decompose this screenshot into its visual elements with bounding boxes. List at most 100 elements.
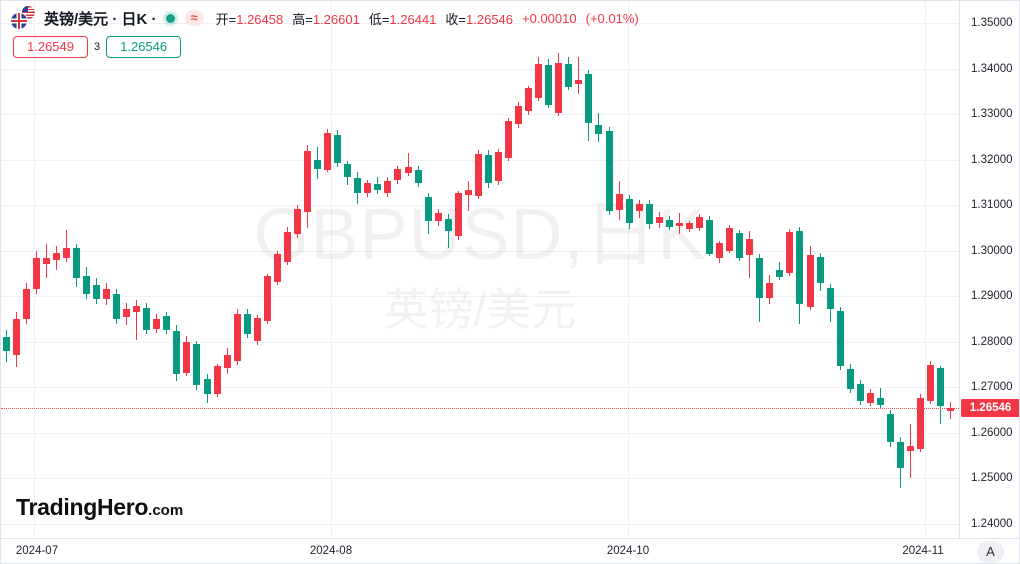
price-axis[interactable]: 1.26546 1.35000 1.34000 1.33000 1.32000 1.31…: [959, 1, 1019, 538]
spread-value: 3: [94, 41, 101, 53]
candle-body-down: [545, 65, 553, 105]
low-value: 1.26441: [389, 11, 437, 27]
candle-body-up: [695, 216, 703, 229]
symbol-title[interactable]: 英镑/美元 · 日K ·: [44, 10, 157, 28]
candle-body-down: [444, 218, 452, 232]
candle-body-up: [213, 365, 221, 395]
ask-price-button[interactable]: 1.26546: [106, 36, 182, 58]
candle-body-up: [525, 88, 533, 111]
candle-body-up: [153, 319, 161, 330]
candle-body-up: [12, 319, 20, 356]
v-gridline: [331, 1, 332, 538]
candle-body-down: [334, 134, 342, 164]
candle-body-down: [92, 284, 100, 299]
tradinghero-logo: TradingHero.com: [16, 494, 183, 521]
candle-body-up: [866, 392, 874, 403]
price-tick-label: 1.32000: [971, 153, 1013, 166]
price-tick-label: 1.35000: [971, 17, 1013, 29]
bid-ask-row: 1.26549 3 1.26546: [13, 36, 648, 58]
ohlc-close: 收=1.26546: [445, 9, 513, 28]
close-value: 1.26546: [466, 11, 514, 27]
candle-body-down: [937, 368, 945, 407]
candle-body-up: [32, 257, 40, 290]
h-gridline: [1, 250, 959, 252]
ohlc-low: 低=1.26441: [369, 9, 437, 28]
price-tick-label: 1.28000: [971, 335, 1013, 348]
candle-body-up: [123, 309, 131, 317]
h-gridline: [1, 341, 959, 343]
candle-body-down: [143, 307, 151, 331]
candle-body-down: [856, 383, 864, 402]
candle-body-down: [896, 441, 904, 468]
candle-body-down: [605, 130, 613, 212]
candle-body-down: [776, 269, 784, 278]
us-flag-canton: [22, 6, 28, 12]
candle-body-up: [103, 289, 110, 299]
time-tick-label: 2024-07: [15, 545, 59, 557]
candle-body-up: [675, 223, 683, 226]
h-gridline: [1, 432, 959, 434]
candle-body-down: [706, 219, 713, 254]
time-axis[interactable]: A 2024-07 2024-08 2024-10 2024-11: [1, 538, 1019, 563]
candle-body-up: [746, 239, 754, 256]
candle-body-up: [786, 231, 794, 273]
candle-body-up: [42, 257, 50, 265]
chart-plot-area[interactable]: GBPUSD,日K 英镑/美元 TradingHero.com: [1, 1, 959, 538]
candle-body-up: [454, 192, 462, 237]
ohlc-open: 开=1.26458: [216, 9, 284, 28]
candle-body-up: [716, 243, 724, 259]
bid-price-button[interactable]: 1.26549: [13, 36, 88, 58]
v-gridline: [925, 1, 926, 538]
candle-body-down: [645, 204, 653, 225]
candle-body-up: [62, 248, 70, 258]
candle-body-up: [474, 154, 482, 197]
candle-wick-up: [65, 230, 67, 263]
candle-body-up: [726, 227, 734, 251]
candle-body-down: [625, 199, 633, 224]
candle-body-up: [263, 276, 271, 321]
candle-body-up: [324, 133, 332, 170]
candle-body-up: [927, 364, 935, 401]
candle-body-up: [635, 204, 643, 212]
legend-row-symbol: 英镑/美元 · 日K · ≈ 开=1.26458 高=1.26601 低=1.2…: [9, 6, 648, 30]
candle-body-down: [193, 344, 201, 386]
candle-body-down: [314, 159, 322, 169]
candle-body-up: [304, 151, 311, 212]
market-status-dot-icon: [165, 13, 175, 23]
tradinghero-logo-text: TradingHero: [16, 494, 149, 520]
candle-body-up: [233, 313, 241, 362]
candle-body-up: [183, 341, 191, 373]
open-label: 开=: [215, 11, 237, 27]
candle-body-up: [52, 253, 60, 260]
candle-wick-up: [578, 57, 580, 95]
h-gridline: [1, 114, 959, 116]
candle-body-down: [243, 314, 251, 334]
candle-body-up: [494, 151, 502, 182]
candle-body-down: [354, 177, 362, 193]
candle-body-up: [555, 63, 563, 113]
candle-body-up: [384, 181, 392, 193]
candle-body-down: [72, 248, 80, 279]
auto-scale-button[interactable]: A: [977, 541, 1004, 563]
h-gridline: [1, 478, 959, 480]
candle-body-down: [414, 170, 422, 184]
time-tick-label: 2024-10: [606, 545, 650, 557]
candle-body-up: [434, 212, 442, 222]
chart-legend: 英镑/美元 · 日K · ≈ 开=1.26458 高=1.26601 低=1.2…: [9, 6, 648, 58]
tradinghero-logo-suffix: .com: [148, 502, 184, 519]
candle-body-down: [595, 124, 603, 134]
price-tick-label: 1.26000: [971, 426, 1013, 439]
ohlc-high: 高=1.26601: [292, 9, 360, 28]
h-gridline: [1, 205, 959, 207]
candle-body-down: [836, 310, 844, 366]
candle-body-up: [394, 169, 402, 181]
time-tick-label: 2024-08: [309, 545, 353, 557]
h-gridline: [1, 23, 959, 24]
price-tick-label: 1.24000: [971, 518, 1013, 530]
h-gridline: [1, 524, 959, 525]
price-tick-label: 1.25000: [971, 472, 1013, 485]
candle-body-down: [756, 257, 764, 299]
candle-body-up: [515, 105, 523, 125]
watermark-symbol: GBPUSD,日K: [253, 195, 707, 275]
